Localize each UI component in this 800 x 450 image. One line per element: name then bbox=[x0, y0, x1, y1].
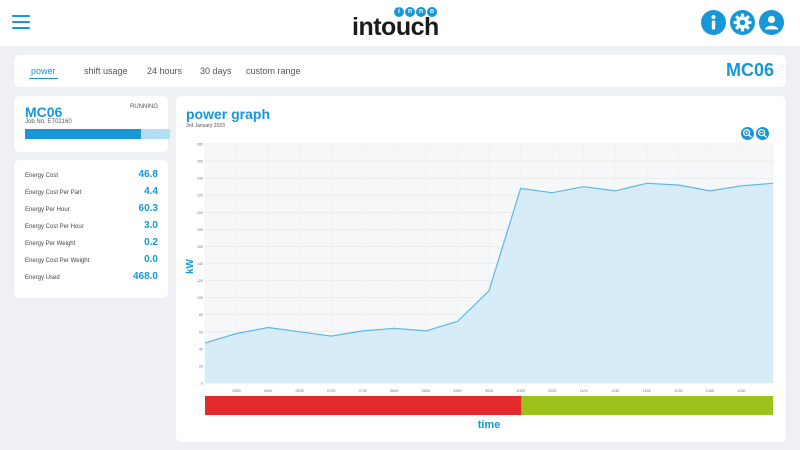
status-segment-running bbox=[521, 396, 773, 415]
tab-custom-range[interactable]: custom range bbox=[246, 66, 301, 76]
x-tick-label: 0600 bbox=[264, 389, 272, 393]
y-tick-label: 240 bbox=[197, 177, 203, 181]
job-progress-fill bbox=[25, 129, 141, 139]
stat-value: 0.2 bbox=[144, 237, 158, 248]
menu-icon[interactable] bbox=[12, 15, 30, 29]
y-axis-label: kW bbox=[185, 258, 196, 274]
graph-title: power graph bbox=[186, 106, 271, 122]
machine-name: MC06 bbox=[25, 104, 63, 120]
stat-label: Energy Cost Per Weight bbox=[25, 258, 90, 264]
y-tick-label: 180 bbox=[197, 228, 203, 232]
stat-value: 4.4 bbox=[144, 186, 158, 197]
user-icon[interactable] bbox=[759, 10, 784, 35]
stat-row: Energy Cost Per Hour 3.0 bbox=[25, 220, 158, 234]
logo-dot: n bbox=[416, 7, 426, 17]
x-tick-label: 0530 bbox=[232, 389, 240, 393]
stat-row: Energy Cost Per Part 4.4 bbox=[25, 186, 158, 200]
stat-row: Energy Cost Per Weight 0.0 bbox=[25, 254, 158, 268]
stat-label: Energy Cost Per Hour bbox=[25, 224, 84, 230]
job-progress-bar bbox=[25, 129, 170, 139]
job-number: Job No. ET02160 bbox=[25, 119, 72, 125]
machine-heading: MC06 bbox=[725, 60, 774, 80]
x-tick-label: 1200 bbox=[643, 389, 651, 393]
stat-label: Energy Per Weight bbox=[25, 241, 76, 247]
x-tick-label: 0800 bbox=[390, 389, 398, 393]
stat-row: Energy Per Weight 0.2 bbox=[25, 237, 158, 251]
stat-value: 0.0 bbox=[144, 254, 158, 265]
status-segment-off bbox=[205, 396, 522, 415]
energy-stats-card: Energy Cost 46.8 Energy Cost Per Part 4.… bbox=[14, 160, 168, 298]
graph-date: 3rd January 2023 bbox=[186, 123, 225, 129]
y-tick-label: 20 bbox=[199, 364, 203, 368]
logo-text: intouch bbox=[352, 13, 439, 41]
power-chart: 0 20 40 60 80 100 120 140 160 180 200 220 240 260 280 0… bbox=[185, 143, 774, 431]
logo-dots: i n n o bbox=[394, 7, 437, 17]
zoom-in-icon[interactable] bbox=[741, 127, 754, 140]
stat-row: Energy Used 468.0 bbox=[25, 271, 158, 285]
header-actions bbox=[701, 10, 784, 35]
x-tick-label: 0700 bbox=[327, 389, 335, 393]
y-tick-label: 220 bbox=[197, 194, 203, 198]
stat-value: 46.8 bbox=[138, 169, 158, 180]
stat-value: 468.0 bbox=[132, 271, 158, 282]
stat-label: Energy Cost bbox=[25, 173, 59, 179]
zoom-out-icon[interactable] bbox=[756, 127, 769, 140]
top-bar: i n n o intouch bbox=[0, 0, 800, 46]
x-tick-label: 1100 bbox=[580, 389, 588, 393]
x-tick-label: 0730 bbox=[359, 389, 367, 393]
stat-value: 60.3 bbox=[138, 203, 158, 214]
y-tick-label: 80 bbox=[199, 313, 203, 317]
x-tick-label: 0830 bbox=[422, 389, 430, 393]
x-tick-label: 1030 bbox=[548, 389, 556, 393]
tab-shift-usage[interactable]: shift usage bbox=[84, 66, 128, 76]
logo-dot: n bbox=[405, 7, 415, 17]
y-tick-label: 120 bbox=[197, 279, 203, 283]
power-graph-card: 0 20 40 60 80 100 120 140 160 180 200 220 240 260 280 0… bbox=[176, 96, 786, 442]
zoom-controls bbox=[741, 127, 769, 140]
machine-card: MC06 RUNNING Job No. ET02160 bbox=[14, 96, 170, 152]
power-area bbox=[205, 183, 773, 383]
x-tick-label: 1230 bbox=[674, 389, 682, 393]
y-tick-label: 160 bbox=[197, 245, 203, 249]
y-tick-label: 260 bbox=[197, 160, 203, 164]
power-line bbox=[204, 182, 774, 344]
x-tick-label: 1300 bbox=[706, 389, 714, 393]
y-tick-label: 0 bbox=[201, 382, 203, 386]
x-axis-label: time bbox=[478, 419, 501, 431]
info-icon[interactable] bbox=[701, 10, 726, 35]
y-tick-label: 100 bbox=[197, 296, 203, 300]
stat-row: Energy Per Hour 60.3 bbox=[25, 203, 158, 217]
stat-value: 3.0 bbox=[144, 220, 158, 231]
stat-label: Energy Cost Per Part bbox=[25, 190, 82, 196]
logo: i n n o intouch bbox=[352, 7, 448, 41]
x-tick-label: 1000 bbox=[516, 389, 524, 393]
machine-status: RUNNING bbox=[130, 104, 158, 110]
y-tick-label: 60 bbox=[199, 330, 203, 334]
y-tick-label: 40 bbox=[199, 347, 203, 351]
tab-24-hours[interactable]: 24 hours bbox=[147, 66, 183, 76]
logo-dot: i bbox=[394, 7, 404, 17]
y-tick-label: 200 bbox=[197, 211, 203, 215]
stat-row: Energy Cost 46.8 bbox=[25, 169, 158, 183]
logo-dot: o bbox=[427, 7, 437, 17]
x-tick-label: 0930 bbox=[485, 389, 493, 393]
x-tick-label: 1330 bbox=[737, 389, 745, 393]
stat-label: Energy Used bbox=[25, 275, 60, 281]
tab-30-days[interactable]: 30 days bbox=[200, 66, 232, 76]
x-tick-label: 1130 bbox=[611, 389, 619, 393]
tab-bar: power shift usage 24 hours 30 days custo… bbox=[14, 55, 786, 87]
x-tick-label: 0630 bbox=[295, 389, 303, 393]
stat-label: Energy Per Hour bbox=[25, 207, 70, 213]
x-tick-label: 0900 bbox=[453, 389, 461, 393]
gear-icon[interactable] bbox=[730, 10, 755, 35]
y-tick-label: 140 bbox=[197, 262, 203, 266]
tab-power[interactable]: power bbox=[29, 66, 58, 79]
y-tick-label: 280 bbox=[197, 143, 203, 147]
